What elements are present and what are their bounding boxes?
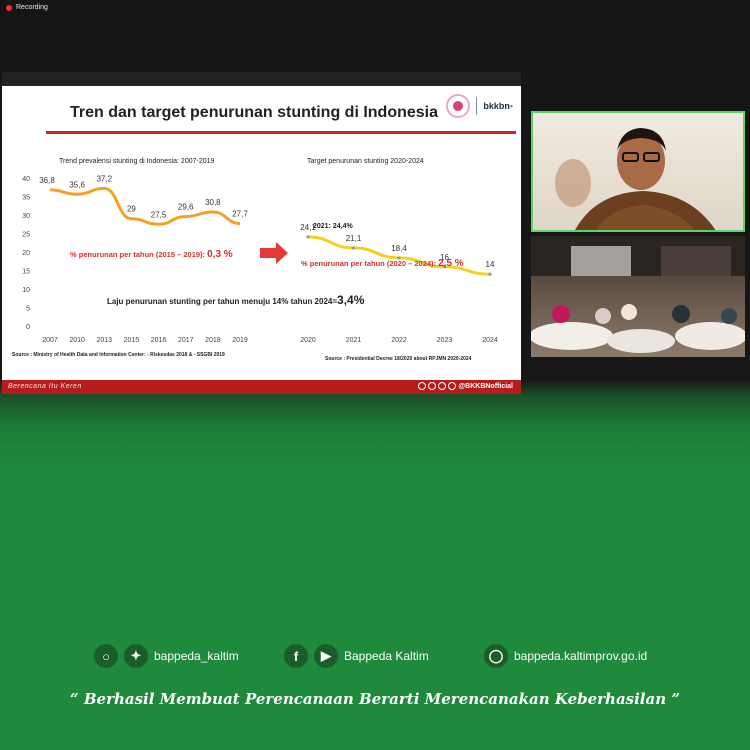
data-label: 14 [486, 260, 495, 269]
social-handle[interactable]: bappeda_kaltim [154, 649, 239, 663]
left-decline-note: % penurunan per tahun (2015 – 2019): 0,3… [70, 249, 233, 260]
instagram-small-icon [428, 382, 437, 390]
slide-canvas: Tren dan target penurunan stunting di In… [2, 86, 521, 394]
footer-handle: @BKKBNofficial [458, 382, 513, 390]
title-underline [46, 131, 516, 134]
instagram-icon[interactable]: ○ [94, 644, 118, 668]
recording-label: Recording [16, 4, 48, 11]
y-tick-label: 10 [22, 287, 30, 294]
data-point [306, 235, 310, 239]
youtube-icon[interactable]: ▶ [314, 644, 338, 668]
data-point [442, 265, 447, 269]
annotation-2021: 2021: 24,4% [313, 223, 353, 230]
speaker-video [555, 128, 716, 230]
footer-social: @BKKBNofficial [418, 382, 513, 390]
twitter-icon[interactable]: ✦ [124, 644, 148, 668]
x-tick-label: 2018 [205, 337, 221, 344]
right-decline-value: 2,5 % [438, 258, 464, 269]
x-tick-label: 2019 [232, 337, 248, 344]
x-tick-label: 2016 [151, 337, 167, 344]
slide-footer-bar: Berencana Itu Keren @BKKBNofficial [2, 380, 521, 394]
y-tick-label: 30 [22, 213, 30, 220]
data-label: 21,1 [346, 234, 362, 243]
speaker-video-tile[interactable] [531, 111, 745, 232]
data-label: 27,7 [232, 210, 248, 219]
summary-rate: Laju penurunan stunting per tahun menuju… [107, 293, 365, 307]
x-tick-label: 2022 [391, 337, 407, 344]
data-label: 29,6 [178, 202, 194, 211]
y-tick-label: 20 [22, 250, 30, 257]
slide-title: Tren dan target penurunan stunting di In… [70, 104, 439, 121]
left-chart-subtitle: Trend prevalensi stunting di Indonesia: … [59, 158, 215, 165]
x-tick-label: 2021 [346, 337, 362, 344]
y-tick-label: 35 [22, 195, 30, 202]
tiktok-icon [418, 382, 427, 390]
twitter-instagram-group: ○ ✦ bappeda_kaltim [94, 644, 239, 668]
y-tick-label: 0 [26, 324, 30, 331]
data-point [488, 272, 492, 276]
genre-logo-icon [446, 94, 471, 118]
page-name[interactable]: Bappeda Kaltim [344, 649, 429, 663]
x-tick-label: 2007 [42, 337, 58, 344]
summary-rate-value: 3,4% [337, 293, 365, 307]
right-arrow-icon [260, 242, 288, 264]
website-group: ◯ bappeda.kaltimprov.go.id [484, 644, 647, 668]
left-decline-value: 0,3 % [207, 249, 233, 260]
x-tick-label: 2010 [69, 337, 85, 344]
right-source: Source : Presidential Decree 18/2020 abo… [325, 356, 472, 362]
data-label: 27,5 [151, 210, 167, 219]
x-tick-label: 2017 [178, 337, 194, 344]
x-tick-label: 2015 [124, 337, 140, 344]
y-tick-label: 25 [22, 232, 30, 239]
y-tick-label: 40 [22, 176, 30, 183]
right-decline-note: % penurunan per tahun (2020 – 2024): 2,5… [301, 258, 464, 269]
data-label: 35,6 [69, 180, 85, 189]
audience-video [531, 236, 745, 353]
right-chart-subtitle: Target penurunan stunting 2020-2024 [307, 158, 424, 165]
facebook-youtube-group: f ▶ Bappeda Kaltim [284, 644, 429, 668]
x-tick-label: 2020 [300, 337, 316, 344]
globe-icon[interactable]: ◯ [484, 644, 508, 668]
data-label: 18,4 [391, 244, 407, 253]
x-tick-label: 2023 [437, 337, 453, 344]
data-label: 36,8 [39, 176, 55, 185]
data-point [351, 246, 356, 250]
bkkbn-logo: bkkbn• [483, 101, 513, 111]
left-source: Source : Ministry of Health Data and Inf… [12, 352, 225, 358]
data-point [397, 256, 401, 260]
audience-video-tile[interactable] [531, 236, 745, 357]
data-label: 37,2 [96, 174, 112, 183]
motto-quote: “ Berhasil Membuat Perencanaan Berarti M… [70, 690, 680, 708]
data-label: 16 [440, 253, 449, 262]
x-tick-label: 2013 [96, 337, 112, 344]
y-tick-label: 15 [22, 269, 30, 276]
website-link[interactable]: bappeda.kaltimprov.go.id [514, 649, 648, 663]
y-tick-label: 5 [26, 306, 30, 313]
series-line-1 [49, 186, 241, 226]
x-tick-label: 2024 [482, 337, 498, 344]
data-label: 30,8 [205, 198, 221, 207]
data-label: 24,1 [300, 223, 316, 232]
youtube-small-icon [448, 382, 457, 390]
slide-logos: bkkbn• [446, 94, 513, 118]
record-dot-icon [6, 4, 12, 11]
facebook-icon[interactable]: f [284, 644, 308, 668]
recording-indicator: Recording [6, 4, 48, 11]
footer-tagline: Berencana Itu Keren [8, 383, 82, 390]
data-label: 29 [127, 205, 136, 214]
shared-slide: Tren dan target penurunan stunting di In… [2, 72, 521, 394]
logo-divider [476, 97, 478, 115]
twitter-small-icon [438, 382, 447, 390]
